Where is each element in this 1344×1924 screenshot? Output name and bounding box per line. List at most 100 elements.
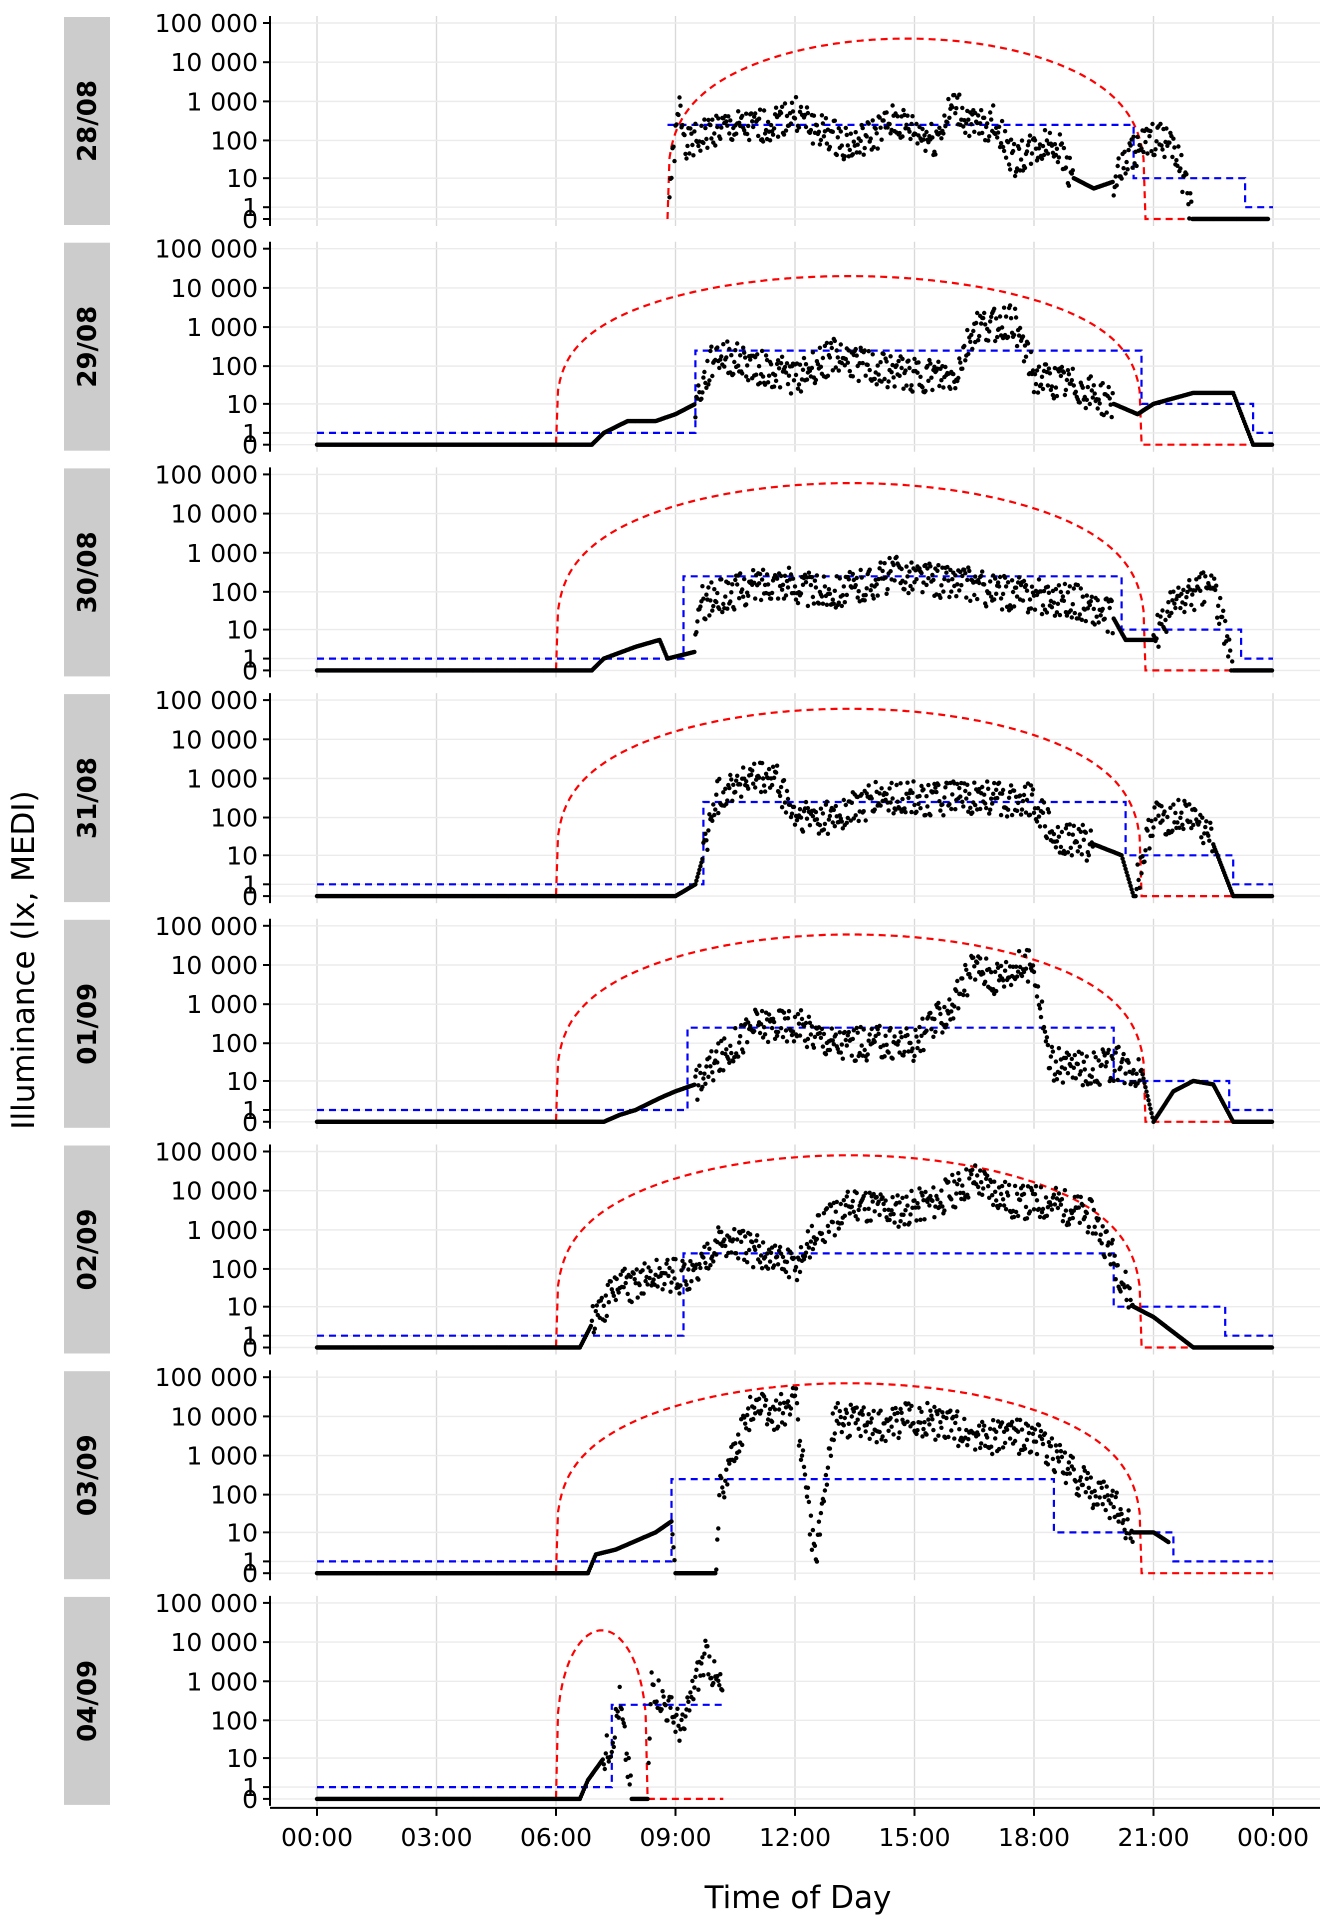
measured-point: [766, 1040, 770, 1044]
measured-point: [698, 149, 702, 153]
measured-point: [970, 347, 974, 351]
measured-point: [973, 803, 977, 807]
measured-point: [1085, 593, 1089, 597]
measured-point: [1029, 783, 1033, 787]
measured-point: [777, 366, 781, 370]
measured-point: [891, 375, 895, 379]
measured-point: [947, 595, 951, 599]
measured-point: [1146, 1098, 1150, 1102]
measured-point: [784, 1028, 788, 1032]
measured-point: [696, 383, 700, 387]
measured-point: [847, 577, 851, 581]
measured-point: [905, 114, 909, 118]
measured-point: [1003, 576, 1007, 580]
measured-point: [855, 1026, 859, 1030]
measured-point: [1030, 151, 1034, 155]
measured-point: [831, 130, 835, 134]
measured-point: [1068, 584, 1072, 588]
measured-point: [766, 582, 770, 586]
measured-point: [744, 602, 748, 606]
measured-point: [975, 597, 979, 601]
measured-point: [994, 788, 998, 792]
measured-point: [946, 97, 950, 101]
measured-point: [715, 345, 719, 349]
measured-point: [912, 1054, 916, 1058]
measured-point: [1070, 1057, 1074, 1061]
measured-point: [899, 567, 903, 571]
measured-point: [730, 582, 734, 586]
measured-point: [995, 962, 999, 966]
measured-point: [1180, 823, 1184, 827]
measured-point: [790, 812, 794, 816]
measured-point: [794, 95, 798, 99]
measured-point: [806, 604, 810, 608]
measured-point: [591, 1304, 595, 1308]
measured-point: [979, 574, 983, 578]
measured-point: [993, 576, 997, 580]
measured-point: [1145, 1094, 1149, 1098]
measured-point: [1076, 849, 1080, 853]
measured-point: [851, 374, 855, 378]
measured-point: [850, 801, 854, 805]
measured-point: [989, 315, 993, 319]
measured-point: [792, 378, 796, 382]
measured-point: [999, 813, 1003, 817]
measured-point: [1053, 142, 1057, 146]
measured-point: [715, 125, 719, 129]
measured-point: [1029, 606, 1033, 610]
measured-point: [755, 1012, 759, 1016]
measured-point: [774, 106, 778, 110]
measured-point: [1030, 585, 1034, 589]
measured-point: [1100, 1063, 1104, 1067]
measured-point: [831, 598, 835, 602]
measured-point: [828, 592, 832, 596]
measured-point: [1176, 144, 1180, 148]
measured-point: [902, 1050, 906, 1054]
measured-point: [740, 587, 744, 591]
measured-point: [963, 963, 967, 967]
measured-point: [1028, 813, 1032, 817]
measured-point: [1133, 894, 1137, 898]
measured-point: [683, 152, 687, 156]
measured-point: [1003, 129, 1007, 133]
measured-point: [1038, 824, 1042, 828]
measured-point: [747, 138, 751, 142]
measured-point: [1050, 1045, 1054, 1049]
measured-point: [935, 569, 939, 573]
measured-point: [1051, 1049, 1055, 1053]
measured-point: [840, 819, 844, 823]
measured-point: [950, 577, 954, 581]
measured-point: [1055, 147, 1059, 151]
measured-point: [782, 778, 786, 782]
measured-point: [874, 127, 878, 131]
measured-point: [1209, 827, 1213, 831]
measured-point: [968, 340, 972, 344]
measured-point: [910, 1046, 914, 1050]
measured-point: [1046, 383, 1050, 387]
measured-point: [960, 800, 964, 804]
measured-point: [879, 138, 883, 142]
measured-point: [960, 106, 964, 110]
measured-point: [810, 366, 814, 370]
measured-point: [1070, 378, 1074, 382]
measured-point: [1135, 862, 1139, 866]
measured-point: [1033, 138, 1037, 142]
measured-point: [1105, 410, 1109, 414]
measured-point: [897, 131, 901, 135]
measured-point: [719, 354, 723, 358]
measured-point: [928, 361, 932, 365]
measured-point: [1202, 600, 1206, 604]
measured-point: [1063, 582, 1067, 586]
measured-point: [786, 797, 790, 801]
measured-point: [954, 594, 958, 598]
measured-point: [1066, 368, 1070, 372]
measured-point: [980, 785, 984, 789]
measured-point: [1175, 820, 1179, 824]
measured-point: [758, 108, 762, 112]
measured-point: [731, 1059, 735, 1063]
measured-point: [920, 385, 924, 389]
measured-point: [669, 176, 673, 180]
measured-point: [1066, 590, 1070, 594]
measured-point: [1089, 599, 1093, 603]
